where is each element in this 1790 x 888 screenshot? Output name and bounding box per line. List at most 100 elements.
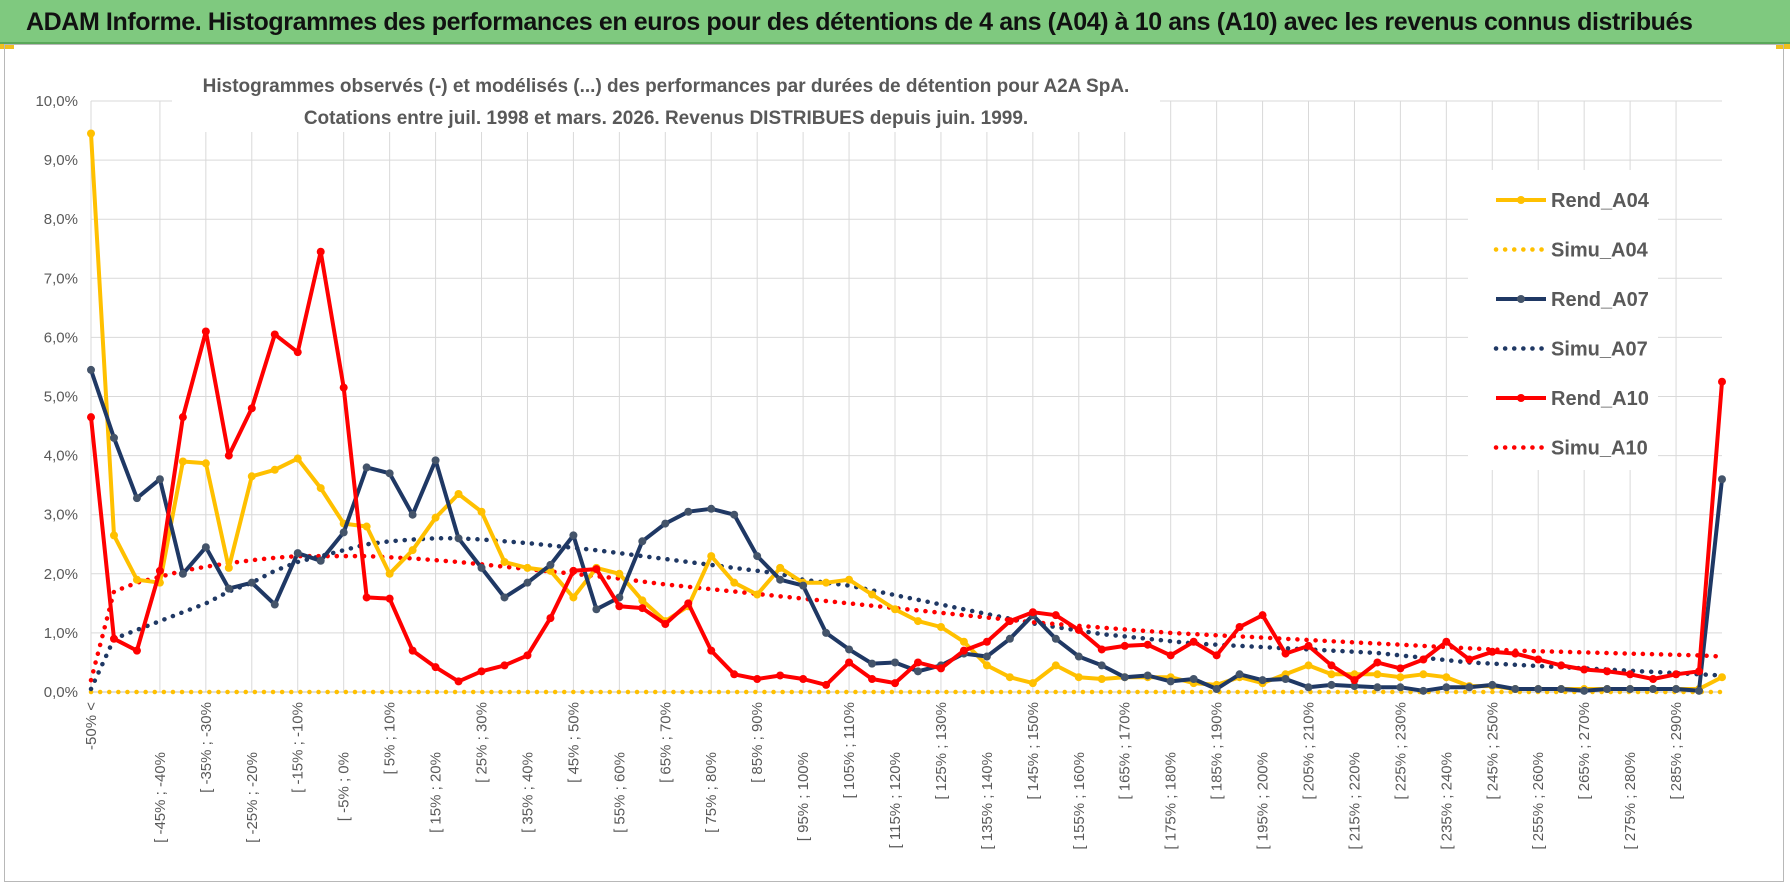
y-tick-label: 9,0% xyxy=(44,152,78,169)
x-tick-label: [ 195% ; 200% xyxy=(1255,752,1272,850)
data-point xyxy=(1189,637,1198,646)
data-point xyxy=(247,578,256,587)
data-point xyxy=(270,465,279,474)
data-point xyxy=(638,596,647,605)
data-point xyxy=(1166,677,1175,686)
data-point xyxy=(1304,641,1313,650)
x-axis: -50% < [ -45% ; -40% [ -35% ; -30% [ -25% ;… xyxy=(83,691,1722,850)
data-point xyxy=(523,578,532,587)
legend: Rend_A04 Simu_A04 Rend_A07 Simu_A07 Rend_A10… xyxy=(1493,190,1650,460)
data-point xyxy=(707,646,716,655)
data-point xyxy=(1396,664,1405,673)
chart-title-background xyxy=(172,62,1160,132)
data-point xyxy=(1465,655,1474,664)
data-point xyxy=(87,129,95,138)
data-point xyxy=(454,677,463,686)
x-tick-label: [ 25% ; 30% xyxy=(474,702,491,783)
x-tick-label: [ 95% ; 100% xyxy=(795,752,812,841)
data-point xyxy=(270,330,279,339)
chart-title-line2: Cotations entre juil. 1998 et mars. 2026… xyxy=(304,108,1028,129)
data-point xyxy=(201,327,210,336)
data-point xyxy=(1028,679,1037,688)
x-tick-label: [ 75% ; 80% xyxy=(703,752,720,833)
data-point xyxy=(1327,661,1336,670)
x-tick-label: [ 215% ; 220% xyxy=(1346,752,1363,850)
series-line-Simu_A07 xyxy=(88,536,1725,692)
data-point xyxy=(408,510,417,519)
data-point xyxy=(1097,674,1106,683)
data-point xyxy=(362,593,371,602)
data-point xyxy=(707,504,716,513)
data-point xyxy=(1005,617,1014,626)
y-tick-label: 0,0% xyxy=(44,684,78,701)
data-point xyxy=(270,600,279,609)
data-point xyxy=(1373,683,1382,692)
data-point xyxy=(500,593,509,602)
data-point xyxy=(1212,651,1221,660)
x-tick-label: [ 205% ; 210% xyxy=(1301,702,1318,800)
data-point xyxy=(1442,637,1451,646)
legend-label: Rend_A07 xyxy=(1551,289,1649,311)
data-point xyxy=(362,463,371,472)
x-tick-label: [ 115% ; 120% xyxy=(887,752,904,848)
data-point xyxy=(1511,685,1520,694)
data-point xyxy=(1258,611,1267,620)
data-point xyxy=(1120,641,1129,650)
data-point xyxy=(776,575,785,584)
grid-lines xyxy=(90,100,1722,693)
data-point xyxy=(730,578,739,587)
data-point xyxy=(1373,658,1382,667)
data-point xyxy=(1074,625,1083,634)
y-tick-label: 10,0% xyxy=(35,93,78,110)
data-point xyxy=(546,560,555,569)
data-point xyxy=(1189,674,1198,683)
data-point xyxy=(1051,634,1060,643)
data-point xyxy=(982,661,991,670)
x-tick-label: [ 175% ; 180% xyxy=(1163,752,1180,850)
data-point xyxy=(178,569,187,578)
data-point xyxy=(1350,676,1359,685)
data-point xyxy=(1235,622,1244,631)
data-point xyxy=(891,605,900,614)
banner-title: ADAM Informe. Histogrammes des performan… xyxy=(26,8,1693,36)
data-point xyxy=(1074,652,1083,661)
data-point xyxy=(546,614,555,623)
x-tick-label: [ 145% ; 150% xyxy=(1025,702,1042,800)
data-point xyxy=(1373,670,1382,679)
data-point xyxy=(431,456,440,465)
y-tick-label: 4,0% xyxy=(44,448,78,465)
data-point xyxy=(1672,685,1681,694)
data-point xyxy=(868,674,877,683)
data-point xyxy=(707,552,716,561)
data-point xyxy=(845,645,854,654)
x-tick-label: [ -5% ; 0% xyxy=(336,752,353,821)
legend-item-Rend_A07: Rend_A07 xyxy=(1496,289,1649,311)
data-point xyxy=(477,563,486,572)
data-point xyxy=(1580,686,1589,695)
data-point xyxy=(1626,685,1635,694)
series-Simu_A07 xyxy=(88,536,1725,692)
data-point xyxy=(1419,655,1428,664)
data-point xyxy=(132,646,141,655)
data-point xyxy=(730,670,739,679)
data-point xyxy=(1396,683,1405,692)
data-point xyxy=(1649,674,1658,683)
data-point xyxy=(822,578,831,587)
data-point xyxy=(362,522,371,531)
data-point xyxy=(1350,682,1359,691)
series-group xyxy=(87,129,1726,695)
x-tick-label: [ 85% ; 90% xyxy=(749,702,766,783)
data-point xyxy=(408,546,417,555)
x-tick-label: [ 235% ; 240% xyxy=(1438,752,1455,850)
legend-item-Simu_A04: Simu_A04 xyxy=(1493,240,1649,262)
data-point xyxy=(891,658,900,667)
data-point xyxy=(477,667,486,676)
data-point xyxy=(1695,686,1704,695)
y-tick-label: 8,0% xyxy=(44,211,78,228)
data-point xyxy=(730,510,739,519)
legend-item-Rend_A10: Rend_A10 xyxy=(1496,388,1649,410)
data-point xyxy=(1097,645,1106,654)
data-point xyxy=(109,531,118,540)
legend-background xyxy=(1468,170,1658,470)
x-tick-label: [ 255% ; 260% xyxy=(1530,752,1547,850)
